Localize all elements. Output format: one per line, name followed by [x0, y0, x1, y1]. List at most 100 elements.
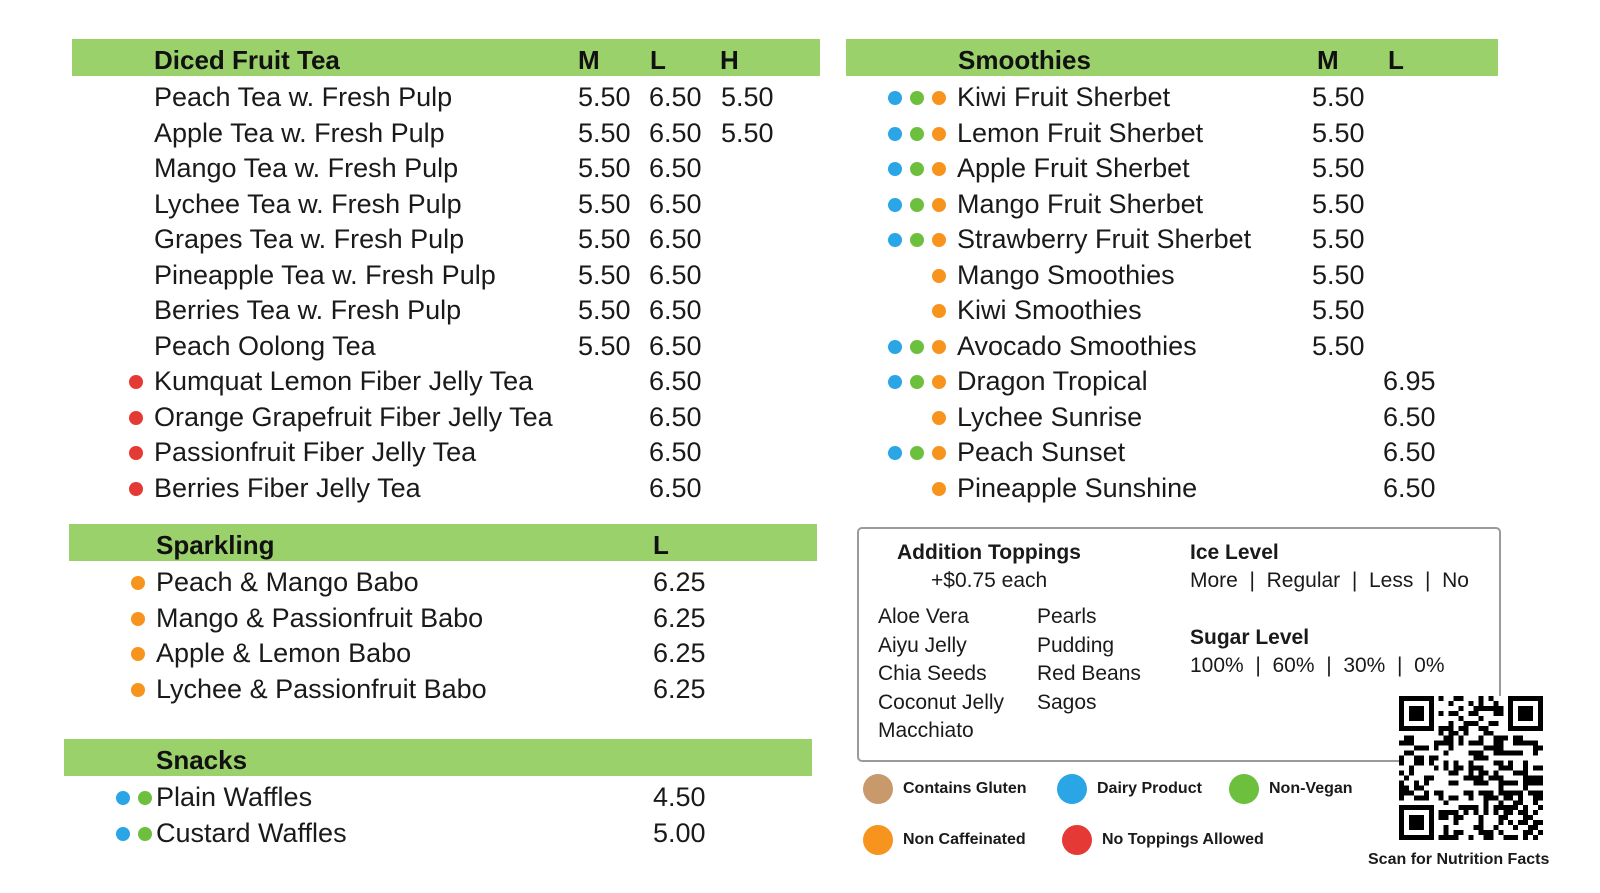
- price-l: 6.25: [653, 602, 706, 633]
- item-name: Custard Waffles: [156, 817, 347, 848]
- menu-item: Mango Fruit Sherbet 5.50: [0, 187, 1600, 222]
- diced-fruit-tea-header: Diced Fruit Tea M L H: [72, 39, 820, 76]
- price-price: 4.50: [653, 782, 706, 812]
- item-name: Orange Grapefruit Fiber Jelly Tea: [154, 401, 553, 432]
- green-dot-icon: [138, 791, 152, 805]
- price-l: 6.50: [1383, 437, 1436, 467]
- item-name: Dragon Tropical: [957, 366, 1148, 396]
- green-dot-icon: [138, 826, 152, 841]
- price-l: 6.50: [1383, 472, 1436, 503]
- dietary-dots: [888, 91, 946, 105]
- price-m: 5.50: [578, 82, 631, 112]
- tan-circle-icon: [863, 774, 893, 804]
- green-dot-icon: [910, 162, 924, 176]
- toppings-price: +$0.75 each: [931, 569, 1048, 592]
- green-dot-icon: [910, 339, 924, 354]
- price-l: 6.50: [649, 330, 702, 361]
- menu-item: Lychee Tea w. Fresh Pulp 5.50 6.50: [0, 187, 820, 222]
- menu-item: Apple Tea w. Fresh Pulp 5.50 6.50 5.50: [0, 116, 820, 151]
- price-m: 5.50: [578, 295, 631, 325]
- orange-dot-icon: [932, 197, 946, 212]
- price-m: 5.50: [578, 188, 631, 219]
- blue-circle-icon: [1057, 774, 1087, 804]
- column-l: L: [650, 45, 666, 75]
- dietary-dots: [888, 162, 946, 176]
- menu-item: Grapes Tea w. Fresh Pulp 5.50 6.50: [0, 222, 820, 257]
- menu-item: Kiwi Smoothies 5.50: [0, 293, 1600, 328]
- item-name: Mango Tea w. Fresh Pulp: [154, 153, 459, 183]
- dietary-dots: [116, 826, 152, 841]
- item-name: Peach Tea w. Fresh Pulp: [154, 82, 453, 112]
- green-dot-icon: [910, 233, 924, 247]
- qr-code[interactable]: [1399, 696, 1543, 840]
- red-dot-icon: [129, 410, 143, 425]
- menu-item: Berries Fiber Jelly Tea 6.50: [0, 471, 820, 506]
- dietary-dots: [888, 197, 946, 212]
- blue-dot-icon: [116, 826, 130, 841]
- green-dot-icon: [910, 126, 924, 141]
- topping-item: Pudding: [1037, 633, 1115, 657]
- menu-item: Peach & Mango Babo 6.25: [0, 565, 820, 600]
- price-l: 6.50: [649, 82, 702, 112]
- price-m: 5.50: [578, 259, 631, 290]
- blue-dot-icon: [888, 91, 902, 105]
- price-l: 6.50: [649, 188, 702, 219]
- price-l: 6.50: [649, 117, 702, 148]
- dietary-dots: [129, 410, 143, 425]
- dietary-dots: [932, 268, 946, 283]
- price-l: 6.50: [649, 153, 702, 183]
- menu-item: Mango Smoothies 5.50: [0, 258, 1600, 293]
- blue-dot-icon: [888, 446, 902, 460]
- orange-circle-icon: [863, 825, 893, 855]
- menu-item: Mango & Passionfruit Babo 6.25: [0, 601, 820, 636]
- dietary-dots: [131, 576, 145, 590]
- item-name: Berries Tea w. Fresh Pulp: [154, 295, 462, 325]
- green-dot-icon: [910, 197, 924, 212]
- price-h: 5.50: [721, 117, 774, 148]
- dietary-dots: [129, 446, 143, 460]
- item-name: Grapes Tea w. Fresh Pulp: [154, 224, 465, 254]
- orange-dot-icon: [932, 481, 946, 496]
- menu-item: Kumquat Lemon Fiber Jelly Tea 6.50: [0, 364, 820, 399]
- menu-item: Kiwi Fruit Sherbet 5.50: [0, 80, 1600, 115]
- item-name: Lemon Fruit Sherbet: [957, 117, 1204, 148]
- dietary-dots: [131, 647, 145, 661]
- price-m: 5.50: [1312, 330, 1365, 361]
- topping-item: Aloe Vera: [878, 605, 970, 628]
- smoothies-list: Kiwi Fruit Sherbet 5.50 Lemon Fruit Sherbe…: [0, 80, 1600, 510]
- item-name: Lychee Tea w. Fresh Pulp: [154, 188, 462, 219]
- item-name: Peach Sunset: [957, 437, 1126, 467]
- section-title: Snacks: [156, 745, 248, 775]
- price-l: 6.25: [653, 638, 706, 668]
- price-l: 6.50: [649, 437, 702, 467]
- dietary-dots: [131, 682, 145, 697]
- orange-dot-icon: [932, 233, 946, 247]
- item-name: Passionfruit Fiber Jelly Tea: [154, 437, 477, 467]
- orange-dot-icon: [932, 339, 946, 354]
- menu-item: Berries Tea w. Fresh Pulp 5.50 6.50: [0, 293, 820, 328]
- orange-dot-icon: [932, 126, 946, 141]
- menu-item: Apple Fruit Sherbet 5.50: [0, 151, 1600, 186]
- orange-dot-icon: [932, 162, 946, 176]
- sugar-level-title: Sugar Level: [1190, 626, 1310, 649]
- menu-item: Custard Waffles 5.00: [0, 816, 820, 851]
- column-h: H: [720, 45, 739, 75]
- price-m: 5.50: [578, 224, 631, 254]
- price-m: 5.50: [1312, 295, 1365, 325]
- price-l: 6.50: [649, 295, 702, 325]
- column-m: M: [1317, 45, 1339, 75]
- item-name: Strawberry Fruit Sherbet: [957, 224, 1252, 254]
- sparkling-list: Peach & Mango Babo 6.25 Mango & Passionfru…: [0, 565, 820, 715]
- orange-dot-icon: [932, 410, 946, 425]
- dietary-dots: [129, 375, 143, 389]
- menu-item: Orange Grapefruit Fiber Jelly Tea 6.50: [0, 400, 820, 435]
- menu-item: Lemon Fruit Sherbet 5.50: [0, 116, 1600, 151]
- topping-item: Sagos: [1037, 690, 1097, 714]
- menu-item: Peach Sunset 6.50: [0, 435, 1600, 470]
- legend-label: No Toppings Allowed: [1102, 831, 1264, 848]
- snacks-list: Plain Waffles 4.50 Custard Waffles 5.00: [0, 780, 820, 860]
- menu-item: Dragon Tropical 6.95: [0, 364, 1600, 399]
- dietary-dots: [932, 410, 946, 425]
- topping-item: Chia Seeds: [878, 662, 987, 685]
- blue-dot-icon: [888, 375, 902, 389]
